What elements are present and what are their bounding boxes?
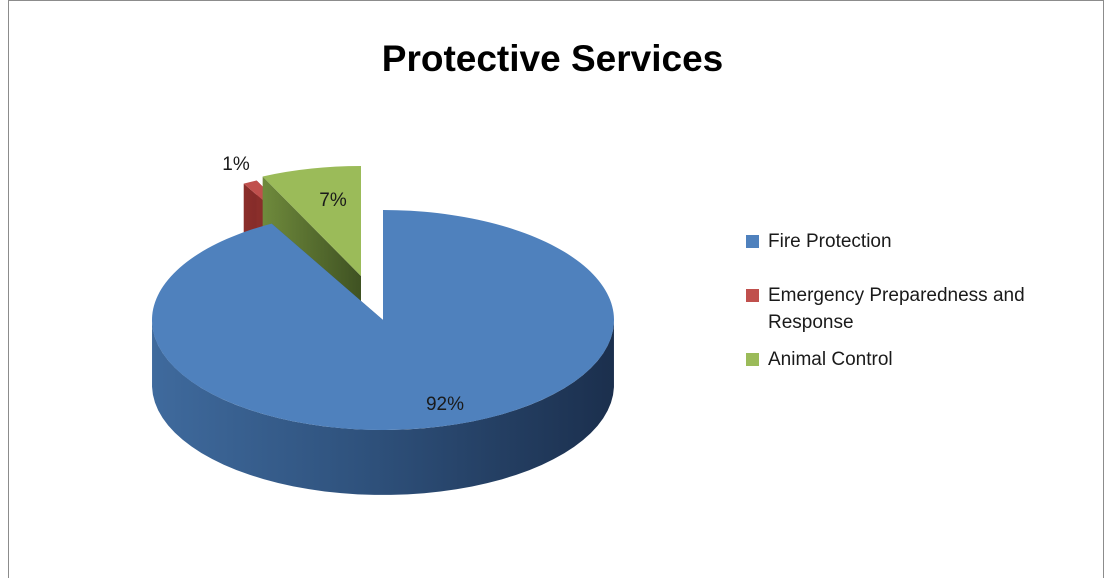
pie-slice-fire-protection [152,210,615,495]
data-label-animal-control: 7% [319,190,347,211]
data-label-fire-protection: 92% [426,394,464,415]
legend-swatch-animal-control [746,353,759,366]
legend: Fire Protection Emergency Preparedness a… [744,228,1094,373]
pie-top-animal-control [262,166,361,276]
pie-top-fire-protection [152,210,615,430]
legend-label: Animal Control [768,349,893,370]
legend-swatch-fire-protection [746,235,759,248]
legend-item: Emergency Preparedness and Response [744,282,1094,336]
data-label-emergency-preparedness: 1% [222,154,250,175]
legend-item: Fire Protection [744,228,1094,255]
legend-item: Animal Control [744,346,1094,373]
legend-label: Fire Protection [768,231,892,252]
legend-label: Emergency Preparedness and Response [768,285,1025,333]
legend-swatch-emergency-preparedness [746,289,759,302]
chart-title: Protective Services [381,38,724,79]
pie-side-fire-protection [152,321,614,495]
